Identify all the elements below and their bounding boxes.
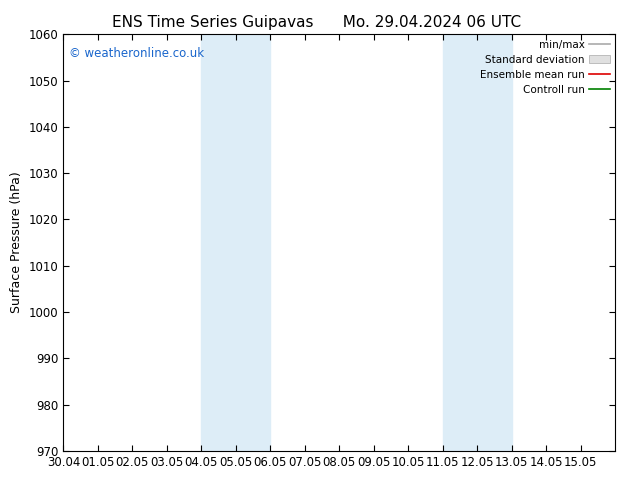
Bar — [202, 34, 270, 451]
Y-axis label: Surface Pressure (hPa): Surface Pressure (hPa) — [10, 172, 23, 314]
Text: ENS Time Series Guipavas      Mo. 29.04.2024 06 UTC: ENS Time Series Guipavas Mo. 29.04.2024 … — [112, 15, 522, 30]
Bar — [443, 34, 512, 451]
Text: © weatheronline.co.uk: © weatheronline.co.uk — [69, 47, 204, 60]
Legend: min/max, Standard deviation, Ensemble mean run, Controll run: min/max, Standard deviation, Ensemble me… — [477, 36, 613, 98]
